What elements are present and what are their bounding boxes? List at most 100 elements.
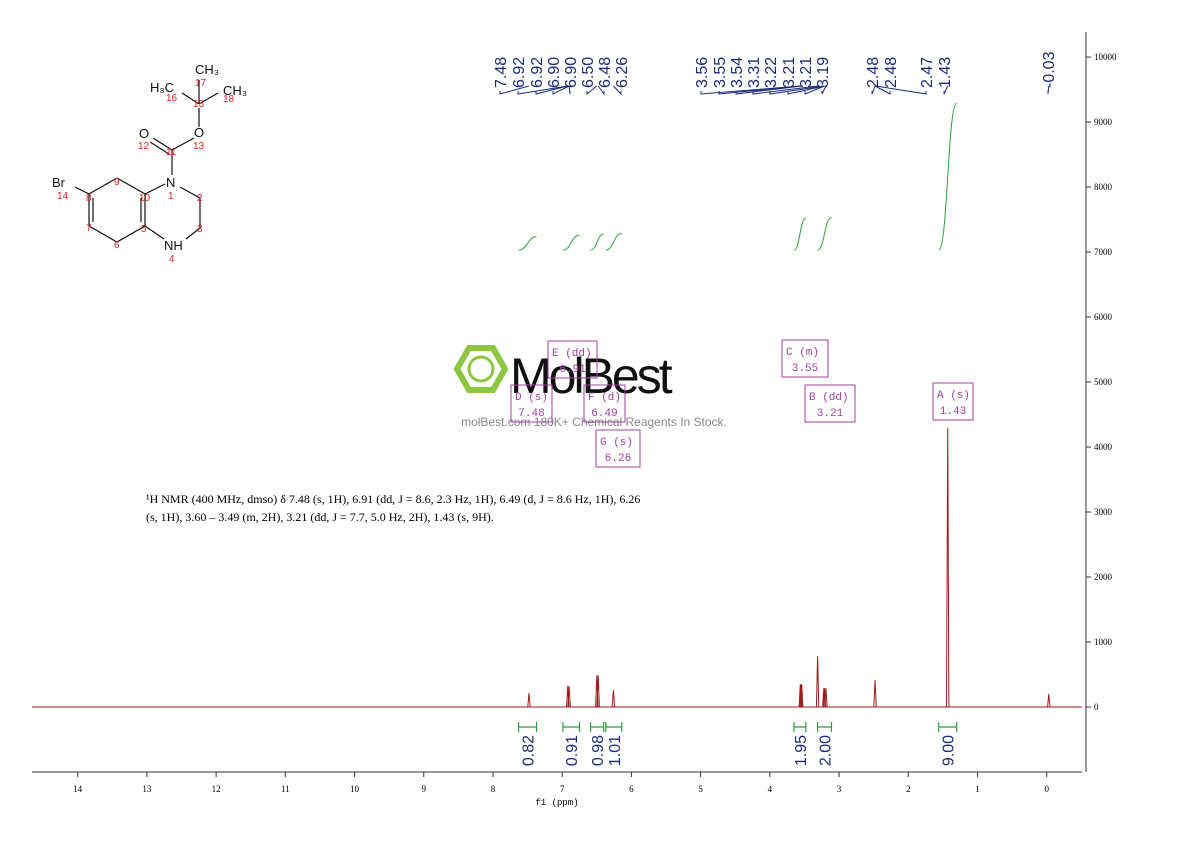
- peak: [596, 675, 600, 708]
- y-tick-label: 8000: [1094, 182, 1113, 192]
- atom-number: 18: [223, 94, 235, 105]
- y-tick-label: 3000: [1094, 507, 1113, 517]
- x-axis-label: f1 (ppm): [535, 798, 578, 808]
- peak-label: 6.92: [511, 57, 528, 88]
- peak-label: -0.03: [1041, 51, 1058, 88]
- peak: [824, 688, 828, 708]
- peak-label: 2.48: [883, 57, 900, 88]
- multiplet-shift: 6.26: [605, 453, 631, 465]
- x-tick-label: 0: [1044, 784, 1049, 794]
- peak-connector: [735, 85, 802, 95]
- watermark-brand: MolBest: [510, 348, 673, 404]
- peak-connector: [568, 85, 571, 95]
- peak-connector: [804, 85, 825, 95]
- peak-label: 7.48: [493, 57, 510, 88]
- peak-label: 1.43: [937, 57, 954, 88]
- x-tick-label: 7: [560, 784, 565, 794]
- peak-connector: [943, 85, 949, 95]
- multiplet-shift: 3.21: [817, 408, 844, 420]
- integral-curve: [817, 216, 832, 251]
- x-tick-label: 5: [698, 784, 703, 794]
- integral-label: 1.95: [793, 735, 810, 766]
- integral-bracket: [517, 722, 538, 732]
- atom-number: 16: [166, 93, 178, 104]
- integral-label: 0.91: [564, 735, 581, 766]
- integral-bracket: [793, 722, 807, 732]
- peak-connector: [1047, 85, 1050, 95]
- peak-label: 3.21: [781, 57, 798, 88]
- multiplet-shift: 7.48: [518, 408, 544, 420]
- peak-label: 6.92: [529, 57, 546, 88]
- peak-label: 6.90: [546, 57, 563, 88]
- peak-connector: [597, 85, 605, 96]
- multiplet-box: [804, 384, 856, 423]
- peak-connector: [499, 85, 530, 95]
- peak: [527, 692, 531, 708]
- integral-label: 0.82: [521, 735, 538, 766]
- atom-label: H₃C: [150, 80, 174, 95]
- atom-label: CH₃: [223, 83, 247, 98]
- x-tick-label: 8: [491, 784, 496, 794]
- atom-number: 1: [168, 191, 174, 202]
- peak-connector: [700, 85, 801, 95]
- peak-label: 3.19: [815, 57, 832, 88]
- atom-number: 7: [86, 223, 92, 234]
- peak-connector: [821, 85, 827, 95]
- y-tick-label: 9000: [1094, 117, 1113, 127]
- multiplet-box: [547, 340, 598, 379]
- peak-label: 6.50: [580, 57, 597, 88]
- atom-label: O: [139, 126, 149, 141]
- molecule: [74, 80, 219, 243]
- atom-label: O: [194, 125, 204, 140]
- atom-number: 9: [114, 177, 120, 188]
- multiplet-box: [781, 339, 829, 378]
- integral-curve: [518, 236, 537, 251]
- integral-curve: [793, 217, 807, 251]
- y-tick-label: 5000: [1094, 377, 1113, 387]
- integral-label: 0.98: [590, 735, 607, 766]
- watermark: MolBest molBest.com 180K+ Chemical Reage…: [453, 345, 727, 429]
- integral-label: 1.01: [607, 735, 624, 766]
- peak-label: 6.90: [563, 57, 580, 88]
- peak-connector: [787, 85, 825, 95]
- atom-label: CH₃: [195, 62, 219, 77]
- multiplet-name: A (s): [937, 390, 970, 402]
- peak-label: 6.26: [614, 57, 631, 88]
- multiplet-box: [595, 429, 641, 468]
- integral-bracket: [938, 722, 958, 732]
- integral-curve: [938, 102, 958, 251]
- peak-label: 2.47: [919, 57, 936, 88]
- multiplet-box: [583, 384, 626, 423]
- description-line: (s, 1H), 3.60 – 3.49 (m, 2H), 3.21 (dd, …: [146, 510, 494, 524]
- multiplet-shift: 3.55: [792, 363, 818, 375]
- peak: [946, 427, 950, 708]
- multiplet-box: [510, 384, 553, 423]
- integral-bracket: [605, 722, 623, 732]
- peak-label: 2.48: [865, 57, 882, 88]
- atom-number: 15: [193, 99, 205, 110]
- peak-connector: [586, 85, 598, 96]
- peak-label: 3.54: [729, 57, 746, 88]
- atom-number: 8: [86, 193, 92, 204]
- description-line: ¹H NMR (400 MHz, dmso) δ 7.48 (s, 1H), 6…: [146, 492, 640, 506]
- multiplet-name: G (s): [600, 437, 633, 449]
- peak-connector: [718, 85, 802, 95]
- multiplet-box: [932, 382, 974, 421]
- x-tick-label: 10: [350, 784, 360, 794]
- multiplet-shift: 6.91: [559, 364, 586, 376]
- peak: [1047, 693, 1051, 708]
- y-tick-label: 4000: [1094, 442, 1113, 452]
- atom-number: 2: [197, 193, 203, 204]
- peak-connector: [517, 85, 568, 95]
- peak-label: 3.55: [712, 57, 729, 88]
- y-tick-label: 10000: [1094, 52, 1117, 62]
- y-tick-label: 0: [1094, 702, 1099, 712]
- atom-number: 4: [169, 254, 175, 265]
- peak-connector: [535, 85, 568, 95]
- integral-bracket: [562, 722, 581, 732]
- integral-label: 2.00: [818, 735, 835, 766]
- peak-connector: [752, 85, 818, 95]
- integral-curve: [562, 234, 580, 251]
- peak: [873, 680, 877, 708]
